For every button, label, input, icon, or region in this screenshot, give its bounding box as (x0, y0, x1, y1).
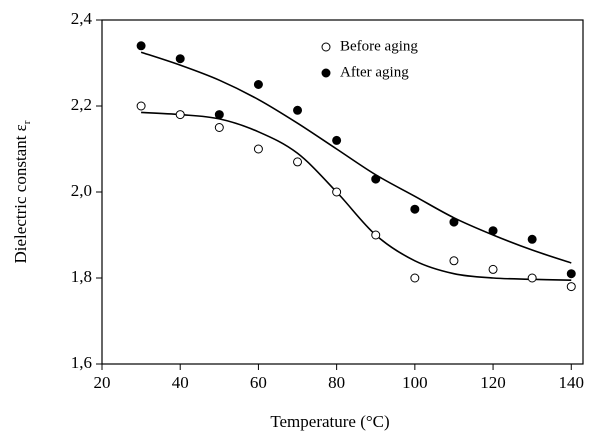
point (175, 110, 185, 120)
fit-curve (140, 51, 572, 264)
x-tick-label: 100 (402, 373, 428, 392)
point (332, 135, 342, 145)
point (449, 217, 459, 227)
y-tick-label: 1,8 (71, 267, 92, 286)
point (214, 110, 224, 120)
point (410, 204, 420, 214)
fit-curve (141, 111, 572, 281)
point (293, 157, 303, 167)
legend-label: After aging (340, 64, 409, 80)
point (175, 54, 185, 64)
point (410, 273, 420, 283)
point (488, 226, 498, 236)
x-tick-label: 120 (480, 373, 506, 392)
point (527, 273, 537, 283)
y-axis-label-main: Dielectric constant ε (11, 124, 30, 263)
y-tick-label: 2,2 (71, 95, 92, 114)
legend-marker (321, 42, 331, 52)
x-tick-label: 60 (250, 373, 267, 392)
point (136, 101, 146, 111)
point (449, 256, 459, 266)
point (332, 187, 342, 197)
y-axis-label: Dielectric constant εr (11, 120, 33, 263)
point (371, 230, 381, 240)
y-tick-label: 1,6 (71, 353, 92, 372)
x-axis-label: Temperature (°C) (270, 412, 389, 431)
y-axis-label-sub: r (21, 120, 33, 124)
legend-marker (321, 68, 331, 78)
point (566, 282, 576, 292)
point (293, 105, 303, 115)
point (527, 234, 537, 244)
point (371, 174, 381, 184)
point (136, 41, 146, 51)
y-tick-label: 2,0 (71, 181, 92, 200)
point (566, 269, 576, 279)
point (253, 144, 263, 154)
x-tick-label: 40 (172, 373, 189, 392)
point (214, 123, 224, 132)
legend-label: Before aging (340, 38, 418, 54)
x-tick-label: 20 (94, 373, 111, 392)
x-tick-label: 140 (559, 373, 585, 392)
point (253, 80, 263, 89)
x-tick-label: 80 (328, 373, 345, 392)
y-tick-label: 2,4 (71, 9, 93, 28)
point (488, 264, 498, 274)
